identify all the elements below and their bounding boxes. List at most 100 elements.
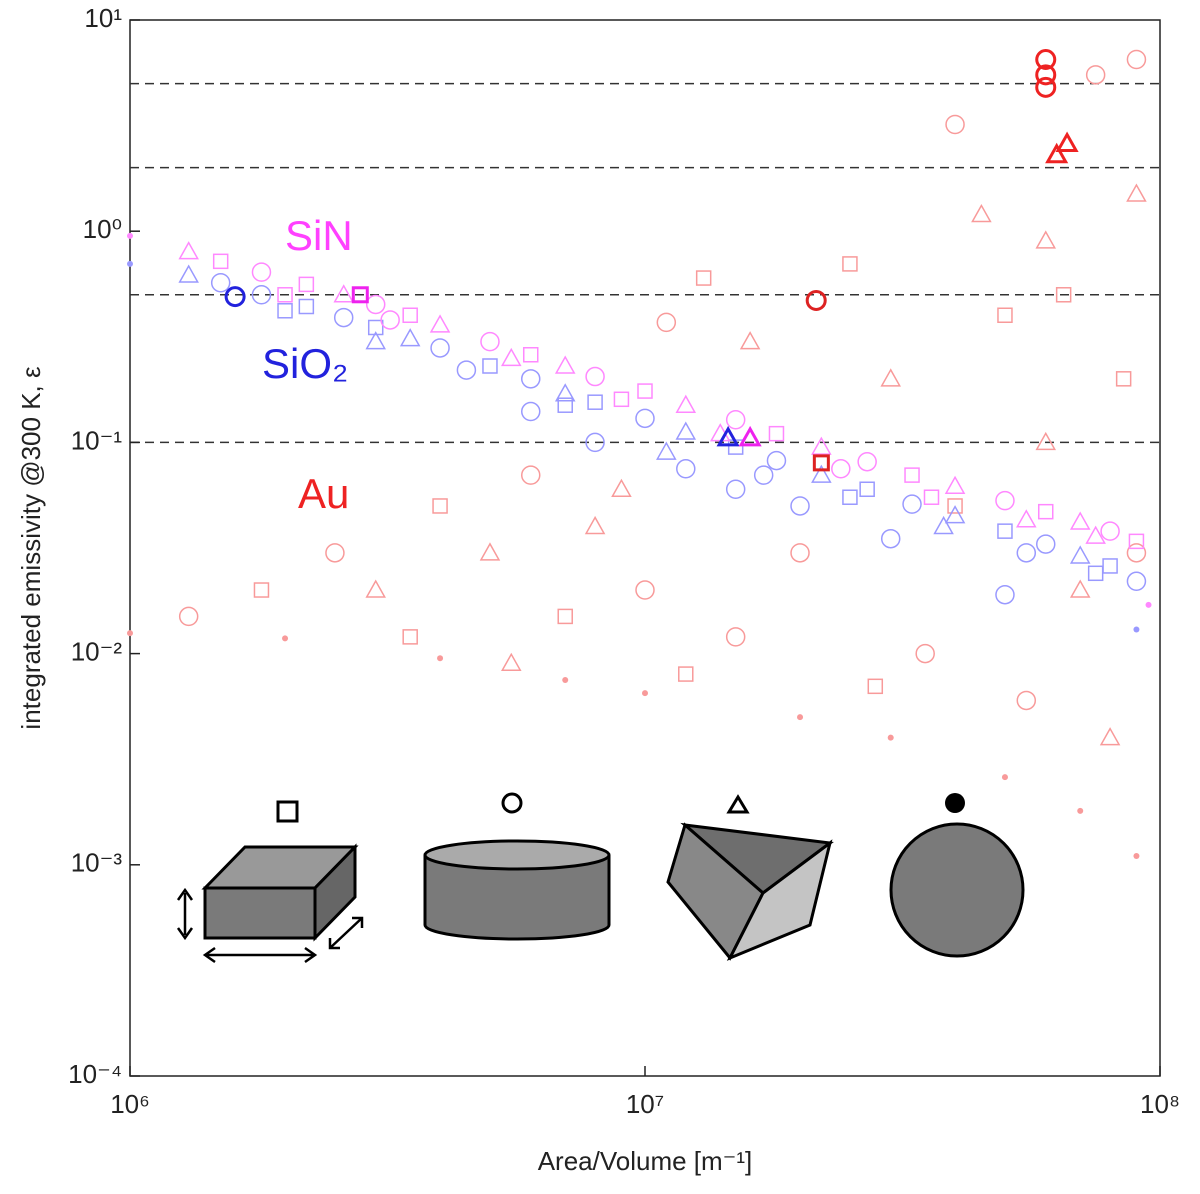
- point: [611, 478, 632, 498]
- point: [1100, 521, 1120, 541]
- point: [554, 383, 576, 402]
- point: [1035, 534, 1056, 554]
- point: [923, 489, 940, 505]
- point: [716, 425, 740, 447]
- point: [365, 579, 386, 598]
- point: [479, 542, 501, 561]
- sio2-label: SiO₂: [262, 340, 348, 387]
- point: [127, 630, 133, 637]
- point: [1126, 183, 1147, 202]
- point: [212, 253, 229, 270]
- dot-symbol: [945, 793, 965, 813]
- point: [635, 580, 655, 600]
- point: [725, 410, 746, 430]
- point: [971, 203, 992, 223]
- point: [1087, 565, 1104, 582]
- point: [859, 481, 875, 498]
- point: [678, 666, 694, 682]
- point: [797, 714, 804, 721]
- point: [557, 397, 573, 413]
- point: [520, 465, 541, 485]
- point: [1037, 503, 1054, 520]
- point: [1035, 76, 1057, 98]
- point: [1099, 727, 1121, 746]
- point: [522, 347, 539, 363]
- point: [768, 425, 785, 442]
- point: [1055, 131, 1079, 153]
- point: [298, 276, 315, 293]
- point: [430, 338, 450, 358]
- point: [915, 643, 935, 664]
- point: [1069, 545, 1091, 564]
- point: [811, 464, 832, 483]
- y-tick-label: 10⁰: [83, 214, 122, 244]
- point: [739, 331, 761, 350]
- point: [880, 368, 901, 387]
- point: [995, 584, 1015, 605]
- point: [831, 459, 851, 479]
- point: [585, 432, 605, 453]
- point: [1133, 853, 1140, 860]
- point: [1016, 543, 1037, 563]
- point: [842, 256, 858, 272]
- sphere: [889, 822, 1025, 958]
- point: [790, 496, 810, 516]
- point: [1001, 774, 1008, 781]
- point: [367, 319, 384, 336]
- point: [584, 515, 606, 535]
- point: [351, 286, 369, 304]
- point: [253, 582, 270, 598]
- point: [380, 310, 400, 330]
- point: [1035, 64, 1057, 86]
- point: [1128, 533, 1145, 550]
- point: [902, 494, 922, 514]
- circle-symbol: [501, 792, 523, 814]
- x-axis-label: Area/Volume [m⁻¹]: [538, 1146, 753, 1176]
- point: [867, 678, 884, 695]
- point: [1016, 690, 1037, 711]
- point: [675, 394, 697, 413]
- point: [887, 734, 894, 741]
- y-tick-label: 10⁻⁴: [68, 1059, 122, 1089]
- point: [766, 450, 787, 471]
- point: [178, 606, 199, 627]
- point: [432, 498, 448, 514]
- point: [637, 383, 653, 399]
- point: [613, 391, 630, 408]
- point: [635, 408, 655, 429]
- point: [437, 655, 444, 662]
- point: [127, 232, 133, 239]
- point: [1145, 601, 1152, 608]
- x-tick-label: 10⁸: [1140, 1089, 1180, 1119]
- point: [1055, 287, 1072, 303]
- point: [812, 454, 830, 472]
- wedge-face: [726, 839, 833, 961]
- y-tick-label: 10⁻³: [71, 848, 123, 878]
- point: [945, 114, 965, 135]
- point: [790, 543, 810, 563]
- y-tick-label: 10⁻²: [71, 636, 123, 666]
- point: [333, 284, 354, 303]
- point: [995, 490, 1015, 511]
- point: [1045, 142, 1069, 164]
- au-label: Au: [298, 470, 349, 517]
- point: [429, 314, 451, 333]
- point: [520, 369, 541, 389]
- point: [224, 286, 246, 308]
- point: [944, 475, 966, 494]
- box-front: [203, 886, 317, 940]
- point: [1126, 543, 1147, 563]
- point: [675, 421, 697, 440]
- point: [127, 260, 133, 267]
- point: [325, 543, 345, 563]
- point: [1035, 230, 1057, 249]
- point: [656, 312, 677, 333]
- point: [1115, 371, 1132, 387]
- y-tick-label: 10⁻¹: [71, 425, 123, 455]
- point: [1126, 571, 1147, 592]
- arrow: [176, 887, 194, 941]
- cylinder-top: [423, 839, 611, 871]
- shape-icons: [176, 792, 1025, 964]
- point: [402, 307, 418, 323]
